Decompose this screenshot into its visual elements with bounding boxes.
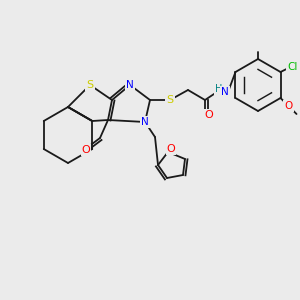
Text: N: N — [126, 80, 134, 90]
Text: O: O — [82, 145, 90, 155]
Text: S: S — [86, 80, 94, 90]
Text: O: O — [205, 110, 213, 120]
Text: N: N — [221, 87, 229, 97]
Text: H: H — [215, 84, 223, 94]
Text: O: O — [167, 144, 176, 154]
Text: Cl: Cl — [287, 62, 298, 72]
Text: N: N — [141, 117, 149, 127]
Text: O: O — [284, 101, 292, 111]
Text: S: S — [167, 95, 174, 105]
